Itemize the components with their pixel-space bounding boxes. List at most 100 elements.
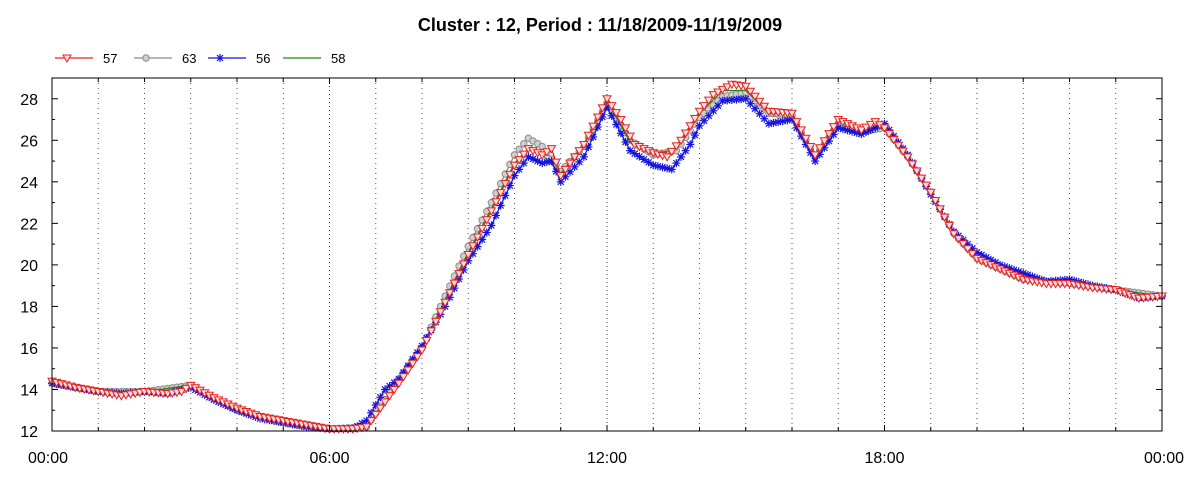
data-point-57 [542,148,552,157]
data-point-57 [680,129,691,139]
y-tick-label: 14 [20,382,38,399]
data-point-56 [677,152,685,161]
data-point-57 [884,130,894,139]
legend-swatch-marker [216,54,224,62]
data-point-56 [501,191,510,200]
data-point-57 [754,97,765,107]
data-point-56 [496,201,505,210]
data-point-57 [888,135,899,145]
data-point-57 [750,92,760,102]
data-point-57 [967,250,978,259]
data-point-57 [546,145,557,154]
data-point-57 [458,260,469,270]
data-point-57 [666,147,677,157]
data-point-57 [606,102,617,111]
data-point-57 [454,270,464,279]
data-point-56 [612,120,621,129]
data-point-57 [472,233,483,243]
data-point-56 [686,140,695,149]
data-point-57 [930,197,941,206]
data-point-57 [791,118,802,127]
data-point-57 [949,230,959,239]
data-point-56 [644,158,653,167]
y-tick-label: 16 [20,341,38,358]
data-point-57 [824,130,834,139]
data-point-57 [898,147,908,157]
data-point-57 [699,102,709,111]
y-tick-label: 20 [20,258,38,275]
data-point-57 [814,144,825,153]
data-point-56 [690,131,699,140]
data-point-57 [690,114,700,124]
data-point-57 [389,385,400,395]
data-point-57 [740,82,751,92]
data-point-57 [620,124,631,133]
series-57 [47,80,1167,434]
data-point-57 [722,83,733,92]
x-tick-label: 00:00 [28,450,68,467]
data-point-56 [570,162,579,171]
data-point-57 [676,136,686,146]
data-point-57 [176,388,187,397]
data-point-57 [865,120,876,130]
data-point-56 [487,221,496,230]
data-point-57 [694,107,705,117]
data-point-57 [787,109,797,119]
data-point-57 [435,308,446,317]
data-point-56 [778,117,787,126]
grid [97,78,1117,431]
data-point-57 [708,91,719,100]
data-point-57 [805,143,816,152]
axes: 12 14 16 18 20 22 24 26 28 00:00 06:00 12:00 18:00 00… [20,78,1184,467]
data-point-57 [925,188,936,198]
data-point-56 [635,152,644,161]
data-point-56 [681,146,690,155]
data-point-57 [555,172,566,181]
data-point-57 [759,102,770,112]
data-point-57 [819,137,830,146]
legend-item-58: 58 [283,51,345,66]
data-point-57 [421,336,432,346]
data-point-56 [515,165,524,174]
data-point-56 [630,149,639,158]
y-tick-label: 12 [20,424,38,441]
data-point-57 [477,224,487,234]
data-point-57 [939,213,950,223]
data-point-57 [579,140,589,150]
data-point-56 [626,146,635,155]
x-tick-label: 18:00 [864,450,904,467]
data-point-57 [440,298,450,308]
data-point-57 [481,216,492,225]
data-point-56 [700,116,709,125]
data-point-57 [912,167,922,177]
data-point-57 [583,131,594,141]
data-point-57 [181,384,191,394]
data-point-57 [537,151,548,160]
legend-label: 56 [256,51,270,66]
data-point-57 [717,85,728,95]
data-point-57 [907,160,918,169]
legend-swatch-marker [142,54,150,62]
data-point-56 [621,137,630,146]
data-point-56 [381,385,389,394]
data-point-57 [828,123,839,132]
data-point-57 [703,96,714,106]
legend-label: 57 [103,51,117,66]
data-point-57 [366,417,376,426]
data-point-56 [579,152,588,161]
data-point-57 [944,221,955,231]
data-point-56 [492,211,500,220]
data-point-56 [663,164,672,173]
data-point-57 [495,189,506,198]
data-point-57 [518,150,529,160]
data-point-57 [685,122,696,131]
data-point-57 [380,398,390,407]
y-tick-label: 24 [20,175,38,192]
data-point-57 [361,423,372,432]
data-point-57 [514,156,524,165]
data-point-57 [856,126,867,135]
data-point-57 [370,410,381,420]
data-point-57 [796,126,807,135]
data-point-57 [953,235,964,244]
